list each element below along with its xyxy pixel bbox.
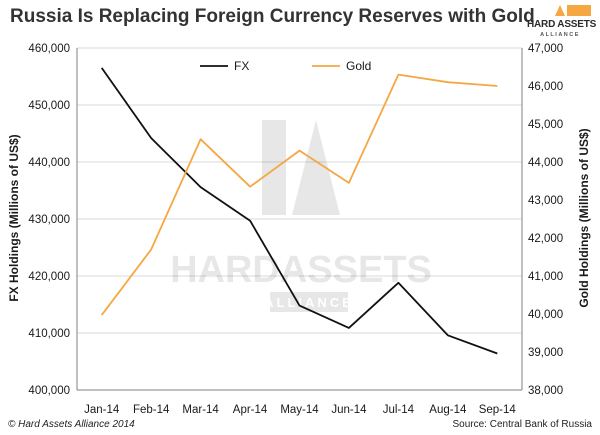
watermark: HARDASSETS ALLIANCE bbox=[170, 120, 432, 312]
y-right-tick-label: 43,000 bbox=[528, 195, 563, 207]
x-tick-label: May-14 bbox=[280, 404, 319, 416]
legend: FX Gold bbox=[200, 59, 371, 73]
logo-sub-text: ALLIANCE bbox=[540, 32, 580, 38]
y-left-tick-label: 460,000 bbox=[28, 43, 70, 55]
watermark-bar-icon bbox=[262, 120, 286, 215]
legend-label-fx: FX bbox=[234, 59, 249, 73]
x-tick-label: Apr-14 bbox=[233, 404, 268, 416]
y-right-tick-label: 46,000 bbox=[528, 81, 563, 93]
series-line-fx bbox=[100, 67, 498, 355]
y-right-tick-label: 39,000 bbox=[528, 347, 563, 359]
brand-logo: HARD ASSETS ALLIANCE bbox=[527, 2, 597, 44]
series-lines bbox=[100, 67, 498, 355]
chart-title: Russia Is Replacing Foreign Currency Res… bbox=[10, 6, 535, 27]
legend-label-gold: Gold bbox=[346, 59, 371, 73]
series-line-gold bbox=[100, 73, 498, 316]
y-right-tick-label: 38,000 bbox=[528, 385, 563, 397]
y-left-tick-label: 440,000 bbox=[28, 157, 70, 169]
y-right-tick-label: 41,000 bbox=[528, 271, 563, 283]
logo-bar-icon bbox=[567, 5, 591, 16]
x-tick-label: Jan-14 bbox=[84, 404, 120, 416]
source-text: Source: Central Bank of Russia bbox=[452, 419, 592, 430]
watermark-triangle-icon bbox=[292, 120, 340, 215]
x-tick-label: Jul-14 bbox=[383, 404, 415, 416]
x-tick-label: Sep-14 bbox=[479, 404, 517, 416]
y-axis-left-label: FX Holdings (Millions of US$) bbox=[7, 134, 21, 301]
x-tick-label: Feb-14 bbox=[133, 404, 170, 416]
y-axis-right-label: Gold Holdings (Millions of US$) bbox=[577, 128, 591, 307]
y-right-tick-label: 44,000 bbox=[528, 157, 563, 169]
y-left-tick-label: 420,000 bbox=[28, 271, 70, 283]
x-tick-label: Mar-14 bbox=[182, 404, 219, 416]
logo-triangle-icon bbox=[555, 5, 565, 16]
watermark-main-text: HARDASSETS bbox=[170, 249, 432, 291]
copyright-text: © Hard Assets Alliance 2014 bbox=[8, 419, 135, 430]
logo-mark-icon bbox=[555, 5, 591, 16]
y-right-tick-label: 47,000 bbox=[528, 43, 563, 55]
y-right-tick-label: 45,000 bbox=[528, 119, 563, 131]
y-left-tick-label: 410,000 bbox=[28, 328, 70, 340]
logo-main-text: HARD ASSETS bbox=[527, 19, 597, 30]
axes: 400,000 410,000 420,000 430,000 440,000 450,0… bbox=[28, 43, 563, 416]
y-right-tick-label: 40,000 bbox=[528, 309, 563, 321]
x-tick-label: Jun-14 bbox=[331, 404, 367, 416]
watermark-sub-band bbox=[270, 292, 348, 312]
watermark-sub-text: ALLIANCE bbox=[264, 295, 354, 310]
y-left-tick-label: 400,000 bbox=[28, 385, 70, 397]
y-left-tick-label: 430,000 bbox=[28, 214, 70, 226]
grid-lines bbox=[77, 47, 522, 334]
x-tick-label: Aug-14 bbox=[429, 404, 467, 416]
y-left-tick-label: 450,000 bbox=[28, 100, 70, 112]
y-right-tick-label: 42,000 bbox=[528, 233, 563, 245]
